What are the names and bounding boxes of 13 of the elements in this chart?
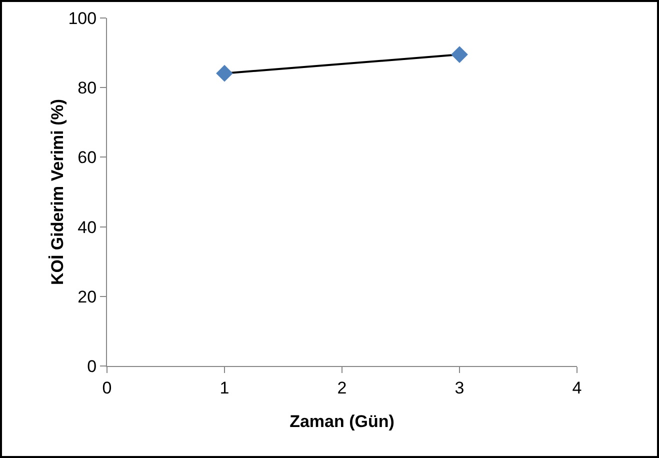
y-tick-label: 80 [78,78,97,98]
x-tick-label: 1 [220,378,230,398]
y-tick-label: 20 [78,287,97,306]
y-axis-title: KOİ Giderim Verimi (%) [48,98,67,286]
y-tick-label: 0 [87,356,97,376]
y-tick-label: 40 [78,218,97,237]
x-tick-label: 4 [572,378,582,398]
x-tick-label: 3 [454,378,464,398]
y-tick-label: 100 [68,8,97,28]
x-tick-label: 2 [337,378,347,398]
x-tick-label: 0 [102,378,112,398]
x-axis-title: Zaman (Gün) [290,412,394,431]
y-tick-label: 60 [78,148,97,168]
